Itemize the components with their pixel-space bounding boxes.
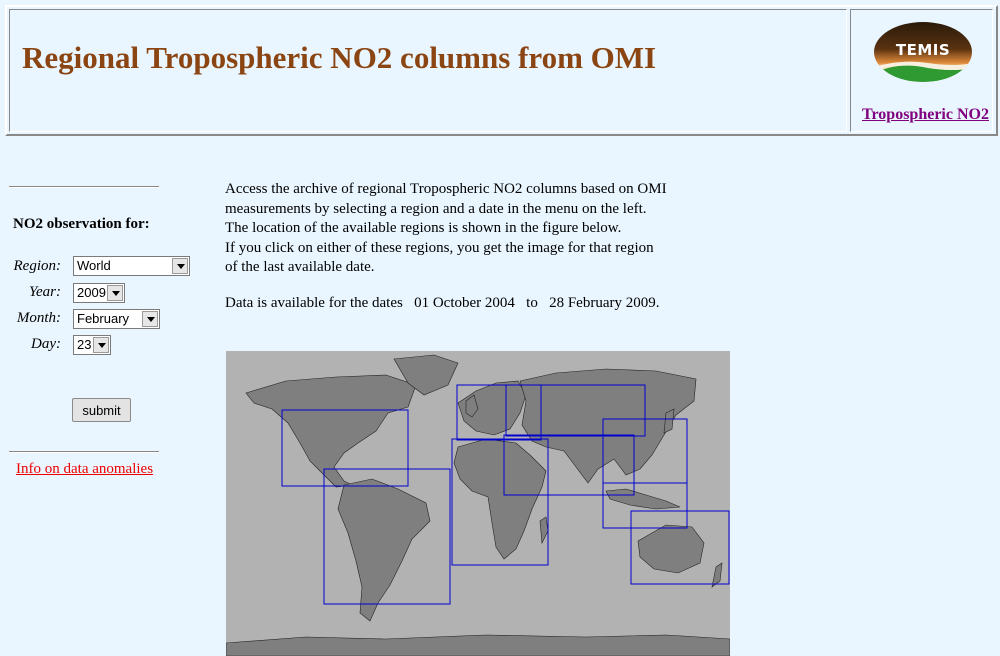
chevron-down-icon (172, 258, 188, 274)
tropospheric-no2-link[interactable]: Tropospheric NO2 (862, 106, 989, 123)
intro-line: measurements by selecting a region and a… (225, 200, 647, 217)
world-region-map[interactable] (226, 351, 730, 656)
month-select-value: February (77, 311, 130, 326)
region-box-australia[interactable] (630, 510, 730, 585)
sidebar-title: NO2 observation for: (13, 216, 150, 232)
continents (226, 354, 730, 656)
day-label: Day: (31, 336, 61, 352)
sidebar-divider-top (9, 186, 159, 188)
chevron-down-icon (107, 285, 123, 301)
availability-start-date: 01 October 2004 (414, 295, 515, 311)
temis-logo: TEMIS (873, 21, 973, 83)
intro-line: The location of the available regions is… (225, 220, 622, 236)
page-title: Regional Tropospheric NO2 columns from O… (22, 40, 657, 75)
year-label: Year: (29, 284, 61, 300)
region-box-south-america[interactable] (323, 468, 451, 605)
intro-text: Access the archive of regional Troposphe… (225, 180, 667, 278)
region-select[interactable]: World (73, 256, 190, 276)
day-select[interactable]: 23 (73, 335, 111, 355)
data-anomalies-link[interactable]: Info on data anomalies (16, 461, 154, 477)
chevron-down-icon (142, 311, 158, 327)
logo-cell: TEMIS Tropospheric NO2 (850, 9, 993, 132)
submit-button[interactable]: submit (72, 398, 131, 422)
region-box-north-america[interactable] (281, 409, 409, 487)
availability-text: Data is available for the dates 01 Octob… (225, 295, 659, 312)
availability-prefix: Data is available for the dates (225, 295, 403, 311)
day-select-value: 23 (77, 337, 92, 352)
region-box-southeast-asia[interactable] (602, 482, 688, 529)
region-boxes[interactable] (281, 384, 730, 605)
region-box-africa[interactable] (451, 438, 549, 566)
region-label: Region: (13, 258, 61, 274)
availability-end-date: 28 February 2009. (549, 295, 660, 311)
title-cell: Regional Tropospheric NO2 columns from O… (9, 9, 847, 132)
intro-line: If you click on either of these regions,… (225, 239, 654, 256)
region-select-value: World (77, 258, 111, 273)
sidebar-divider-bottom (9, 451, 159, 453)
intro-line: Access the archive of regional Troposphe… (225, 181, 667, 197)
month-select[interactable]: February (73, 309, 160, 329)
chevron-down-icon (93, 337, 109, 353)
header-panel: Regional Tropospheric NO2 columns from O… (5, 5, 998, 136)
intro-line: of the last available date. (225, 259, 375, 275)
region-box-middle-east[interactable] (505, 384, 646, 437)
region-box-south-asia[interactable] (503, 434, 635, 496)
year-select[interactable]: 2009 (73, 283, 125, 303)
region-box-europe[interactable] (456, 384, 542, 441)
year-select-value: 2009 (77, 285, 106, 300)
month-label: Month: (16, 310, 61, 326)
availability-sep: to (526, 295, 538, 311)
